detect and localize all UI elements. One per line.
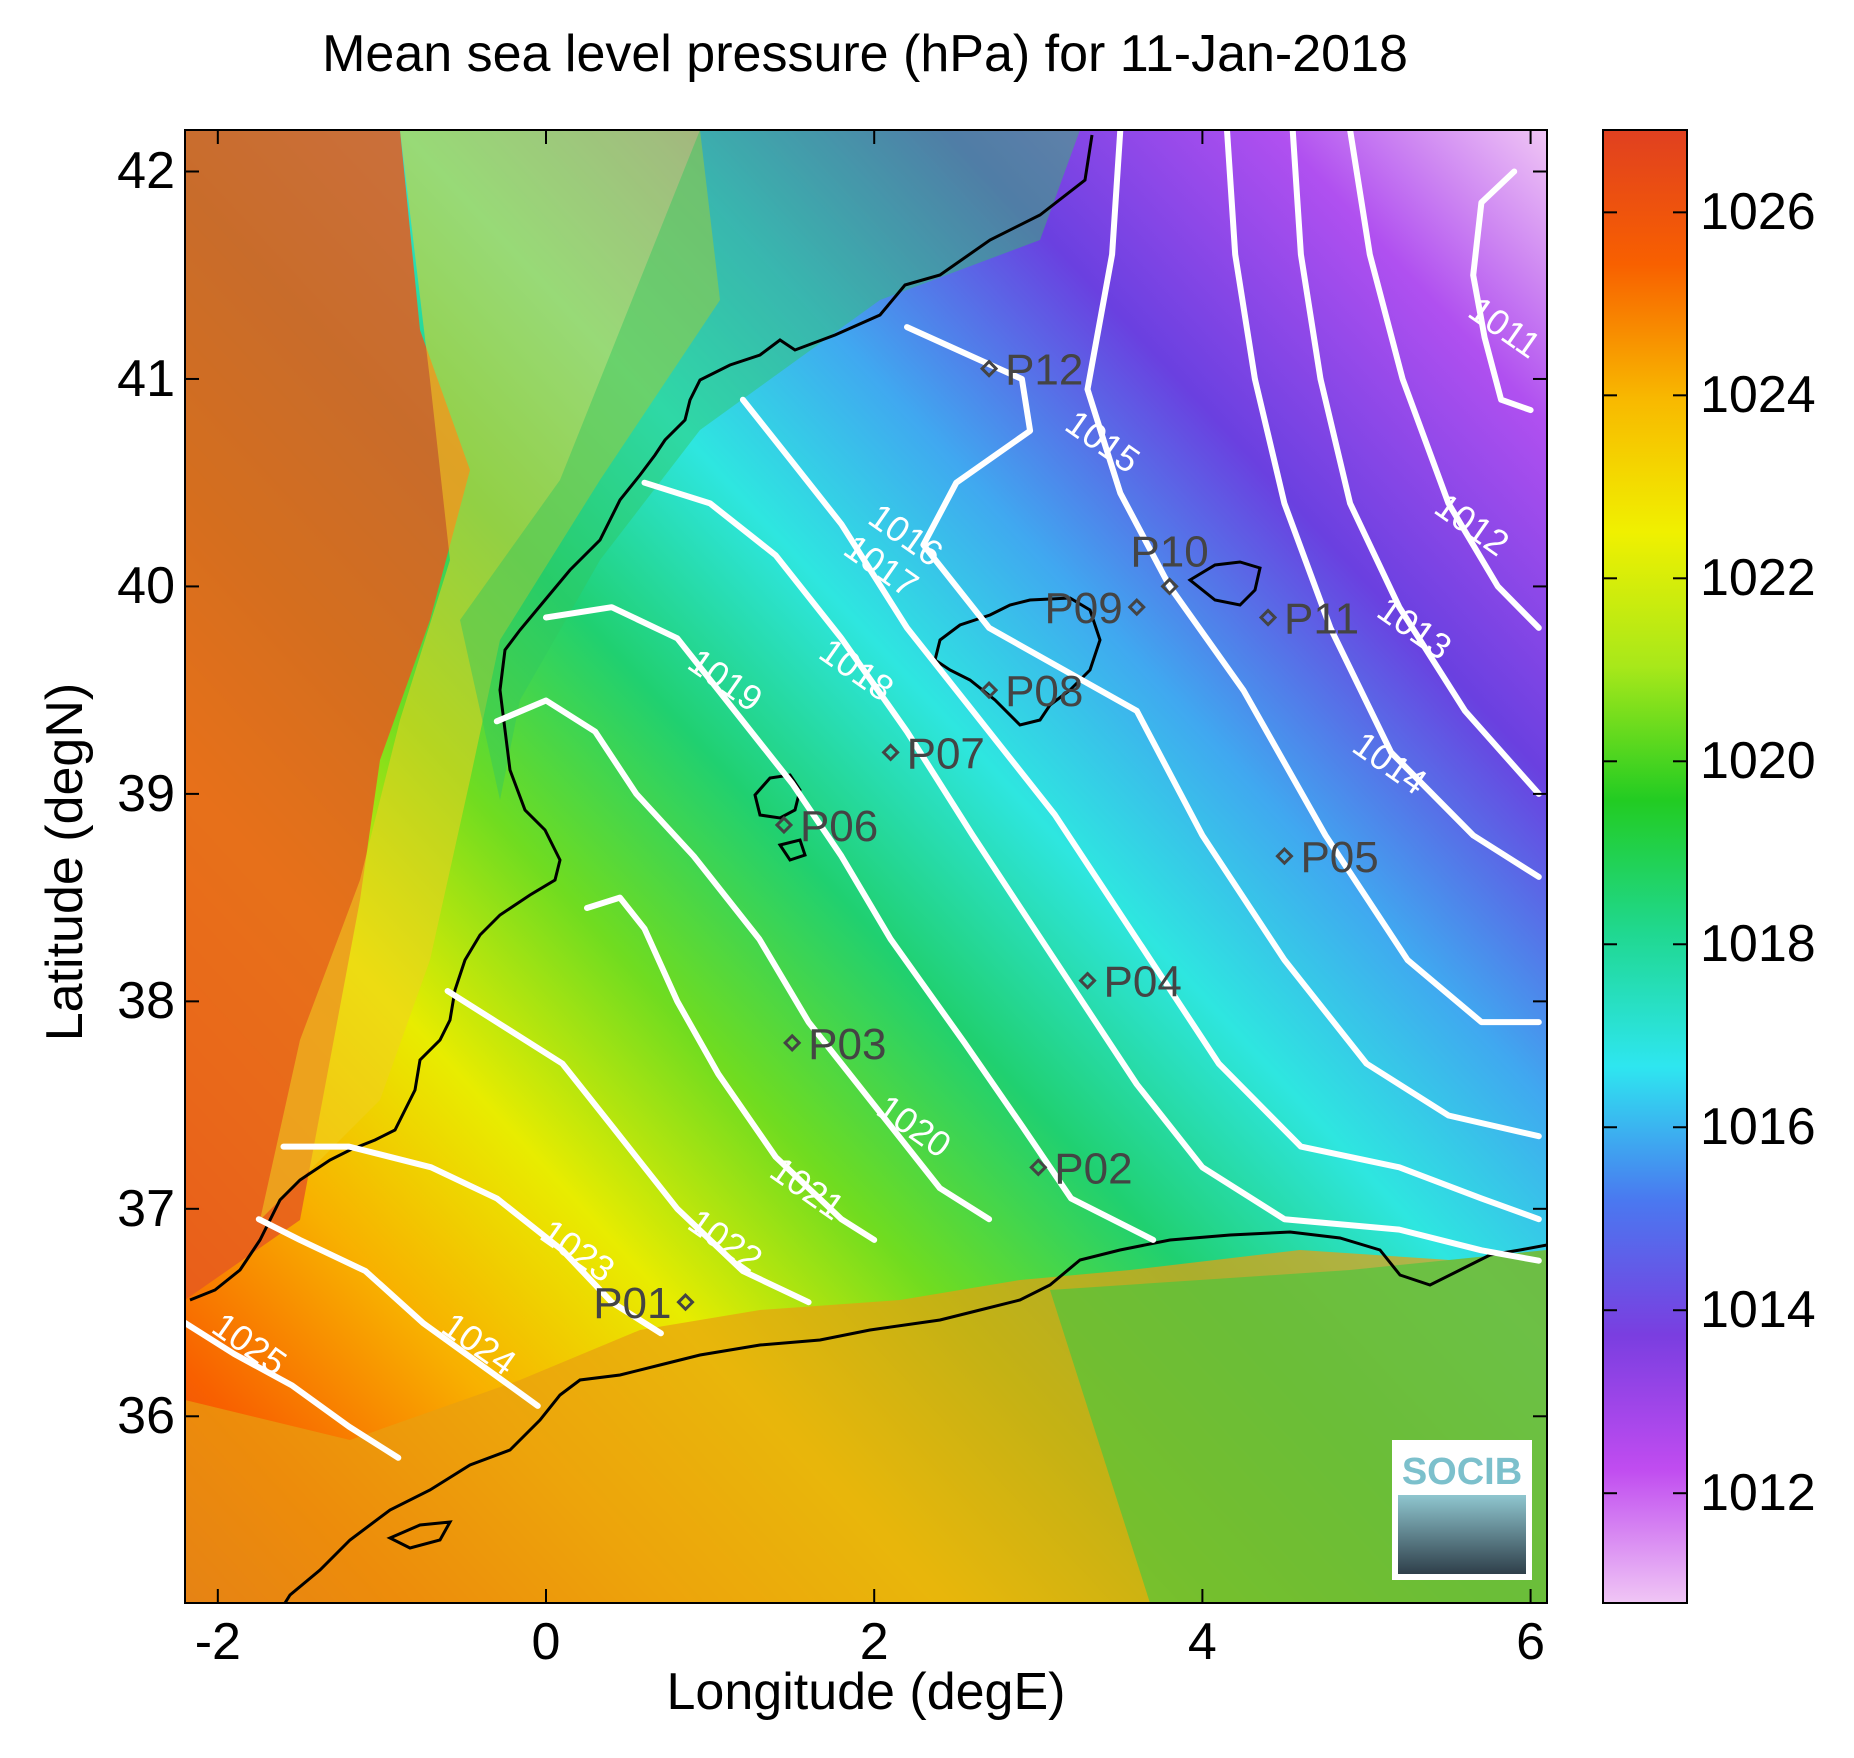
station-label: P10 [1130,527,1208,576]
colorbar-tick-label: 1020 [1700,732,1816,791]
iberia-land-green [460,130,1080,800]
isobar-1024 [255,1216,541,1409]
y-axis-label: Latitude (degN) [36,682,94,1042]
chart-title: Mean sea level pressure (hPa) for 11-Jan… [322,25,1408,83]
station-marker [774,815,794,835]
y-tick-label: 42 [117,142,175,201]
iberia-land [185,130,470,1300]
station-label: P11 [1284,595,1359,644]
y-tick-label: 37 [117,1179,175,1238]
plot-frame [184,129,1548,1604]
station-marker [676,1293,695,1312]
colorbar-tick-label: 1024 [1700,366,1816,425]
x-tick-label: 0 [531,1613,561,1671]
isobar-1011 [1470,168,1534,414]
station-marker [1127,598,1146,617]
alboran-island-coastline [386,1520,453,1550]
socib-logo-text: SOCIB [1402,1451,1522,1493]
station-marker [979,681,999,700]
isobar-1013 [1289,130,1542,797]
station-marker [1029,1158,1048,1177]
y-tick-label: 41 [117,349,175,408]
isobar-1015 [1084,130,1542,1026]
station-marker [1258,608,1278,627]
colorbar-tick-label: 1026 [1700,183,1816,242]
station-marker [1160,577,1179,596]
socib-logo: SOCIB [1392,1440,1532,1580]
isobar-1025 [185,1319,402,1461]
colorbar-tick-label: 1016 [1700,1098,1816,1157]
station-label: P08 [1005,667,1083,716]
isobar-1012 [1347,130,1542,631]
station-label: P02 [1054,1144,1132,1193]
station-marker [1078,971,1097,990]
isobar-1019 [543,604,1157,1243]
station-label: P12 [1005,346,1083,395]
isobar-1021 [584,894,878,1243]
isobar-1018 [641,479,1542,1264]
ibiza-coastline [753,773,802,820]
isobar-1014 [1224,130,1542,880]
station-marker [979,359,999,378]
y-tick-label: 38 [117,972,175,1031]
colorbar-tick-label: 1014 [1700,1281,1816,1340]
isobar-1017 [739,396,1542,1223]
iberia-land-mid [260,130,720,1220]
isobar-1016 [904,324,1542,1140]
x-tick-label: 2 [859,1613,889,1671]
station-marker [783,1033,802,1052]
y-tick-label: 36 [117,1387,175,1446]
x-axis-label: Longitude (degE) [666,1663,1066,1721]
colorbar [1602,129,1688,1604]
station-label: P01 [593,1279,671,1328]
axis-tick-marks [185,130,1547,1603]
iberia-coastline [189,134,1094,1302]
x-tick-label: 6 [1516,1613,1546,1671]
isobar-1020 [493,697,993,1223]
colorbar-tick-marks [1603,211,1687,1495]
isobar-1023 [280,1143,664,1337]
x-tick-label: 4 [1187,1613,1217,1671]
isobar-1022 [444,988,812,1306]
station-label: P07 [907,729,985,778]
formentera-coastline [777,838,807,862]
menorca-coastline [1187,560,1262,607]
station-label: P03 [808,1020,886,1069]
x-tick-label: -2 [194,1613,241,1671]
station-label: P05 [1300,833,1378,882]
y-tick-label: 39 [117,764,175,823]
station-marker [881,743,900,762]
colorbar-tick-label: 1012 [1700,1464,1816,1523]
colorbar-tick-label: 1018 [1700,915,1816,974]
africa-coastline [283,1230,1547,1603]
station-marker [1275,847,1294,866]
y-tick-label: 40 [117,557,175,616]
station-label: P09 [1044,584,1122,633]
station-label: P04 [1104,958,1182,1007]
socib-logo-wave [1398,1495,1526,1574]
station-label: P06 [800,802,878,851]
colorbar-tick-label: 1022 [1700,549,1816,608]
